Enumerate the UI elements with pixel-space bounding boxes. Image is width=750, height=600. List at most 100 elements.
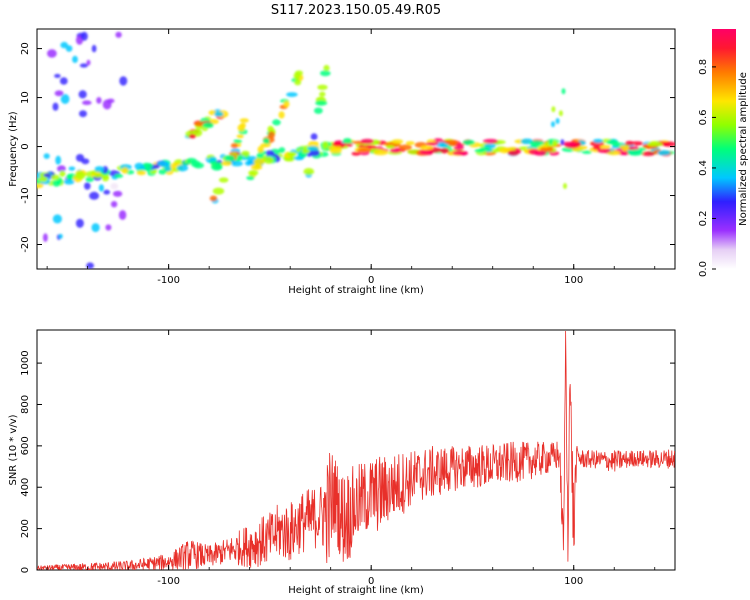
spectral-blob — [54, 90, 64, 97]
spectral-blob — [60, 41, 68, 49]
spectral-blob — [329, 147, 342, 154]
spectral-blob — [364, 144, 377, 149]
snr-y-tick-label: 200 — [20, 519, 31, 538]
spectral-blob — [60, 94, 70, 104]
spectral-blob — [462, 139, 475, 146]
spectral-blob — [72, 55, 78, 64]
spectral-blob — [136, 170, 146, 176]
spectral-blob — [134, 162, 144, 170]
spectral-blob — [351, 151, 361, 156]
spectral-blob — [607, 150, 621, 156]
spectral-blob — [121, 167, 129, 174]
spectral-blob — [398, 144, 412, 151]
spectral-blob — [98, 184, 104, 192]
spectral-blob — [420, 145, 434, 151]
spectral-blob — [507, 150, 520, 156]
spectral-blob — [50, 174, 60, 181]
spectrogram-y-tick-label: -10 — [20, 187, 31, 203]
spectral-blob — [82, 100, 92, 105]
spectrogram-y-label: Frequency (Hz) — [8, 111, 19, 187]
spectral-blob — [265, 150, 275, 156]
spectral-blob — [63, 179, 75, 185]
spectral-blob — [560, 139, 565, 146]
spectral-blob — [657, 150, 671, 156]
spectral-blob — [436, 141, 449, 148]
spectral-blob — [453, 146, 465, 151]
spectral-blob — [322, 141, 329, 149]
spectral-blob — [75, 154, 85, 162]
snr-y-tick-label: 800 — [20, 395, 31, 414]
spectral-blob — [188, 134, 197, 139]
spectral-blob — [606, 139, 619, 145]
spectral-blob — [186, 157, 197, 164]
colorbar: 0.0 0.2 0.4 0.6 0.8 Normalized spectral ampl… — [698, 29, 749, 277]
spectral-blob — [80, 31, 88, 41]
spectral-blob — [75, 171, 86, 180]
snr-series-line — [37, 330, 675, 570]
colorbar-gradient — [712, 29, 736, 269]
spectral-blob — [84, 182, 91, 190]
spectral-blob — [425, 142, 439, 146]
spectral-blob — [479, 146, 491, 151]
spectral-blob — [555, 118, 560, 124]
snr-y-tick-label: 600 — [20, 436, 31, 455]
snr-x-tick-label: 0 — [368, 576, 374, 587]
colorbar-label: Normalized spectral amplitude — [738, 72, 749, 226]
feature-diagonal-streak-3 — [246, 70, 304, 181]
spectral-blob — [112, 190, 123, 197]
spectral-blob — [79, 110, 87, 118]
spectral-blob — [263, 156, 274, 164]
spectral-blob — [158, 169, 167, 175]
spectral-blob — [110, 183, 119, 190]
spectral-blob — [208, 156, 217, 162]
spectral-blob — [102, 99, 112, 110]
spectral-blob — [68, 166, 76, 171]
spectral-blob — [105, 224, 112, 231]
spectral-blob — [620, 151, 630, 156]
snr-x-tick-label: -100 — [157, 576, 180, 587]
spectral-blob — [391, 139, 404, 145]
snr-x-label: Height of straight line (km) — [288, 585, 424, 596]
spectral-blob — [58, 233, 63, 239]
spectral-blob — [459, 151, 469, 156]
feature-noise-cloud — [43, 31, 128, 269]
colorbar-tick-label: 0.0 — [698, 261, 709, 277]
spectral-blob — [628, 146, 639, 151]
spectral-blob — [47, 49, 57, 58]
spectral-blob — [260, 143, 268, 148]
spectral-blob — [218, 177, 229, 183]
spectral-blob — [142, 162, 151, 167]
spectral-blob — [241, 150, 250, 157]
colorbar-tick-label: 0.2 — [698, 211, 709, 227]
spectral-blob — [85, 176, 94, 182]
snr-y-tick-label: 400 — [20, 478, 31, 497]
spectral-blob — [230, 142, 238, 149]
spectral-blob — [405, 141, 415, 146]
spectral-blob — [323, 64, 330, 72]
spectral-blob — [94, 166, 105, 173]
spectral-blob — [89, 191, 100, 200]
spectral-blob — [444, 139, 459, 145]
spectral-blob — [342, 138, 352, 144]
spectral-blob — [592, 138, 604, 144]
spectral-blob — [118, 210, 127, 220]
spectral-blob — [52, 102, 59, 111]
snr-y-tick-label: 1000 — [20, 350, 31, 375]
feature-main-band — [328, 138, 675, 157]
spectral-blob — [237, 124, 246, 132]
spectral-blob — [278, 111, 285, 119]
spectral-blob — [529, 140, 545, 146]
spectral-blob — [553, 140, 558, 147]
spectral-blob — [263, 137, 270, 145]
spectral-blob — [57, 165, 66, 173]
spectral-blob — [224, 154, 236, 162]
feature-diagonal-streak-2 — [209, 118, 249, 204]
spectral-blob — [250, 163, 263, 170]
spectral-blob — [662, 141, 675, 147]
spectrogram-y-tick-label: 20 — [20, 42, 31, 55]
colorbar-tick-label: 0.6 — [698, 109, 709, 125]
spectral-blob — [307, 146, 319, 151]
spectral-blob — [246, 175, 255, 181]
